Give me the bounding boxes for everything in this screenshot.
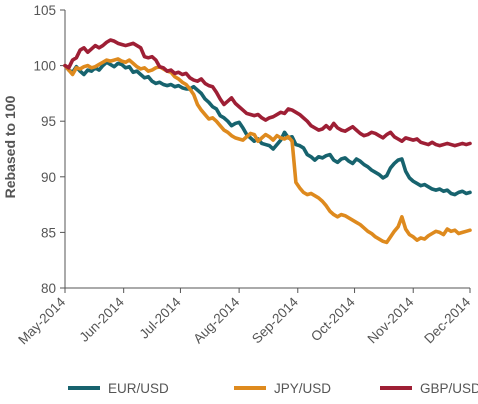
x-tick-label: May-2014 xyxy=(15,294,68,347)
x-tick-label: Oct-2014 xyxy=(308,294,358,344)
y-tick-label: 100 xyxy=(33,59,56,74)
x-tick-label: Dec-2014 xyxy=(421,294,473,346)
series-line-eur-usd xyxy=(63,60,472,197)
x-tick-label: Sep-2014 xyxy=(249,294,301,346)
x-tick-label: Aug-2014 xyxy=(190,294,242,346)
y-tick-label: 80 xyxy=(41,281,56,296)
y-tick-label: 90 xyxy=(41,170,56,185)
x-tick-label: Nov-2014 xyxy=(365,294,417,346)
x-tick-label: Jun-2014 xyxy=(77,294,128,345)
y-axis-title: Rebased to 100 xyxy=(2,95,18,198)
legend: EUR/USD JPY/USD GBP/USD xyxy=(68,381,478,396)
x-tick-label: Jul-2014 xyxy=(137,294,185,342)
series-line-jpy-usd xyxy=(63,57,472,245)
y-tick-label: 85 xyxy=(41,225,56,240)
legend-label-eur-usd: EUR/USD xyxy=(108,381,169,396)
axes: 80 85 90 95 100 105 May-2014 Jun-2014 Jul-2014 Au… xyxy=(15,3,473,347)
legend-label-jpy-usd: JPY/USD xyxy=(274,381,331,396)
y-tick-label: 95 xyxy=(41,114,56,129)
y-tick-label: 105 xyxy=(33,3,56,18)
series-lines xyxy=(63,38,472,245)
legend-label-gbp-usd: GBP/USD xyxy=(420,381,478,396)
series-line-gbp-usd xyxy=(63,38,472,148)
